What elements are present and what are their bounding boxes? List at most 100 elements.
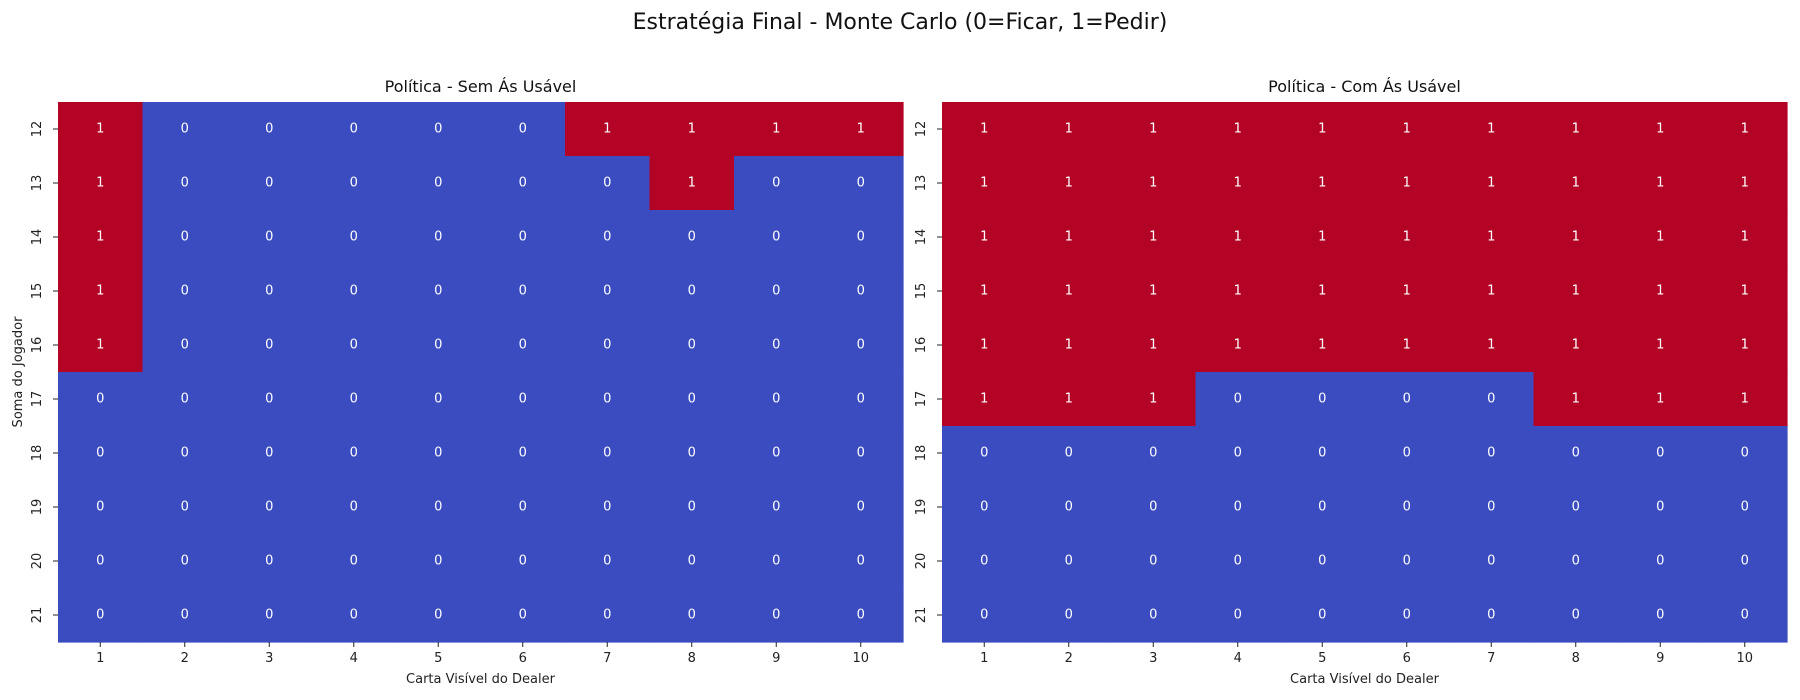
heatmap-cell: [1111, 534, 1197, 589]
heatmap-cell: [942, 426, 1028, 481]
heatmap-cell: [1111, 102, 1197, 157]
cell-annotation: 0: [603, 176, 611, 191]
cell-annotation: 1: [1403, 338, 1411, 353]
y-tick-label: 20: [914, 553, 929, 570]
cell-annotation: 0: [1318, 554, 1326, 569]
cell-annotation: 0: [688, 554, 696, 569]
heatmap-cell: [1618, 588, 1704, 643]
heatmap-cell: [565, 102, 651, 157]
heatmap-cell: [1449, 318, 1535, 373]
x-tick-label: 8: [688, 651, 696, 666]
heatmap-panel-2: 1 1 1 1 1 1 1 1 1 1 1 1 1 1 1 1 1 1 1 1 1 1 1 1 1 1 1 1 1 1 1 1 1 1 1 1 1 1 1 1…: [914, 77, 1788, 687]
heatmap-cell: [142, 480, 228, 535]
cell-annotation: 1: [1318, 230, 1326, 245]
cell-annotation: 0: [1234, 608, 1242, 623]
cell-annotation: 1: [1318, 122, 1326, 137]
heatmap-cell: [1702, 372, 1788, 427]
cell-annotation: 0: [265, 500, 273, 515]
cell-annotation: 0: [1234, 500, 1242, 515]
heatmap-cell: [1026, 426, 1112, 481]
cell-annotation: 0: [265, 554, 273, 569]
cell-annotation: 0: [857, 608, 865, 623]
cell-annotation: 1: [1149, 284, 1157, 299]
heatmap-cell: [1533, 210, 1619, 265]
cell-annotation: 0: [1741, 608, 1749, 623]
heatmap-cell: [1449, 426, 1535, 481]
cell-annotation: 0: [265, 230, 273, 245]
heatmap-cell: [1195, 480, 1281, 535]
heatmap-cell: [227, 426, 313, 481]
cell-annotation: 1: [1656, 176, 1664, 191]
heatmap-panel-1: 1 0 0 0 0 0 1 1 1 11 0 0 0 0 0 0 1 0 01 0 0 0 0 0 0 0 0 01 0 0 0 0 0 0 0 0 0…: [11, 77, 904, 687]
heatmap-cell: [818, 588, 904, 643]
cell-annotation: 0: [181, 608, 189, 623]
cell-annotation: 1: [980, 176, 988, 191]
x-tick-label: 7: [1487, 651, 1495, 666]
cell-annotation: 1: [1741, 338, 1749, 353]
cell-annotation: 0: [688, 608, 696, 623]
y-tick-label: 16: [30, 337, 45, 354]
heatmap-cell: [942, 102, 1028, 157]
cell-annotation: 1: [1065, 230, 1073, 245]
cell-annotation: 0: [772, 338, 780, 353]
heatmap-cell: [1449, 480, 1535, 535]
heatmap-cell: [649, 480, 735, 535]
cell-annotation: 0: [1656, 446, 1664, 461]
subplot-title: Política - Sem Ás Usável: [385, 77, 577, 96]
heatmap-cell: [227, 588, 313, 643]
heatmap-cell: [1111, 372, 1197, 427]
heatmap-cell: [142, 210, 228, 265]
cell-annotation: 1: [1487, 338, 1495, 353]
cell-annotation: 1: [1572, 284, 1580, 299]
cell-annotation: 0: [1403, 608, 1411, 623]
heatmap-cell: [227, 102, 313, 157]
cell-annotation: 0: [772, 446, 780, 461]
heatmap-cell: [1195, 588, 1281, 643]
cell-annotation: 0: [181, 176, 189, 191]
heatmap-cell: [396, 534, 482, 589]
cell-annotation: 1: [1403, 284, 1411, 299]
cell-annotation: 0: [1656, 554, 1664, 569]
heatmap-cell: [1702, 210, 1788, 265]
y-tick-label: 15: [914, 283, 929, 300]
cell-annotation: 1: [1572, 176, 1580, 191]
heatmap-cell: [480, 102, 566, 157]
cell-annotation: 1: [1149, 392, 1157, 407]
cell-annotation: 0: [519, 608, 527, 623]
cell-annotation: 0: [688, 338, 696, 353]
heatmap-cell: [1618, 102, 1704, 157]
heatmap-cell: [1280, 210, 1366, 265]
x-tick-label: 3: [265, 651, 273, 666]
cell-annotation: 1: [1065, 284, 1073, 299]
heatmap-cell: [311, 156, 397, 211]
x-tick-label: 7: [603, 651, 611, 666]
heatmap-cell: [1111, 210, 1197, 265]
heatmap-cell: [311, 426, 397, 481]
cell-annotation: 0: [265, 338, 273, 353]
heatmap-cell: [1533, 534, 1619, 589]
cell-annotation: 1: [96, 176, 104, 191]
cell-annotation: 0: [857, 500, 865, 515]
x-tick-label: 4: [1234, 651, 1242, 666]
y-tick-label: 18: [914, 445, 929, 462]
cell-annotation: 0: [1403, 446, 1411, 461]
heatmap-cell: [480, 480, 566, 535]
heatmap-cell: [58, 426, 144, 481]
cell-annotation: 0: [1065, 608, 1073, 623]
heatmap-cell: [942, 480, 1028, 535]
heatmap-cell: [1364, 534, 1450, 589]
heatmap-cell: [1618, 426, 1704, 481]
cell-annotation: 1: [1149, 122, 1157, 137]
cell-annotation: 1: [96, 284, 104, 299]
cell-annotation: 1: [980, 122, 988, 137]
y-tick-label: 21: [914, 607, 929, 624]
cell-annotation: 0: [519, 122, 527, 137]
cell-annotation: 1: [1741, 392, 1749, 407]
heatmap-cell: [396, 318, 482, 373]
heatmap-cell: [227, 534, 313, 589]
heatmap-cell: [734, 480, 820, 535]
y-axis-label: Soma do Jogador: [11, 316, 26, 428]
cell-annotation: 1: [1572, 338, 1580, 353]
cell-annotation: 0: [181, 284, 189, 299]
